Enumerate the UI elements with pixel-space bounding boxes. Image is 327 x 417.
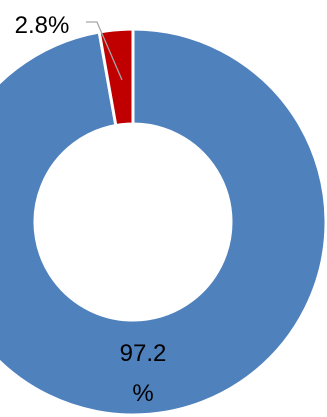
data-label-97-2-percent-line1: 97.2	[120, 340, 167, 367]
donut-slice-2-8-percent	[97, 27, 135, 128]
data-label-97-2-percent-line2: %	[132, 380, 153, 407]
leader-line-2-8-percent	[86, 21, 123, 81]
data-label-2-8-percent: 2.8%	[15, 12, 70, 39]
donut-slice-97-2-percent	[0, 27, 327, 417]
donut-slices	[0, 27, 327, 417]
